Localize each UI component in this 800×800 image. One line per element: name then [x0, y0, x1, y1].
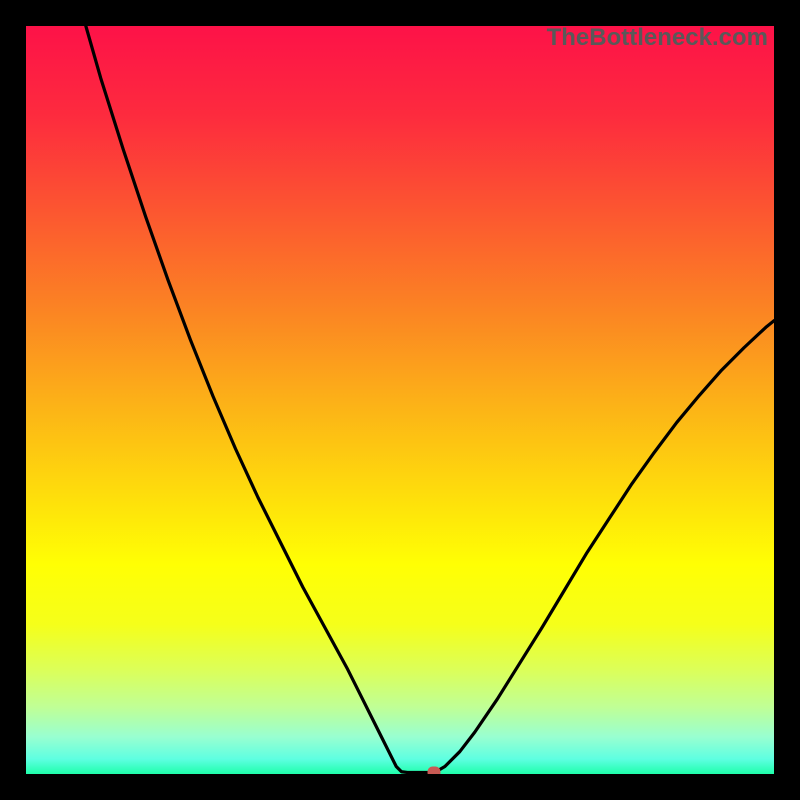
- plot-area: TheBottleneck.com: [26, 26, 774, 774]
- bottleneck-curve: [26, 26, 774, 774]
- watermark-text: TheBottleneck.com: [547, 26, 768, 52]
- curve-path: [86, 26, 774, 773]
- chart-frame: TheBottleneck.com: [0, 0, 800, 800]
- optimal-point-marker: [427, 766, 440, 774]
